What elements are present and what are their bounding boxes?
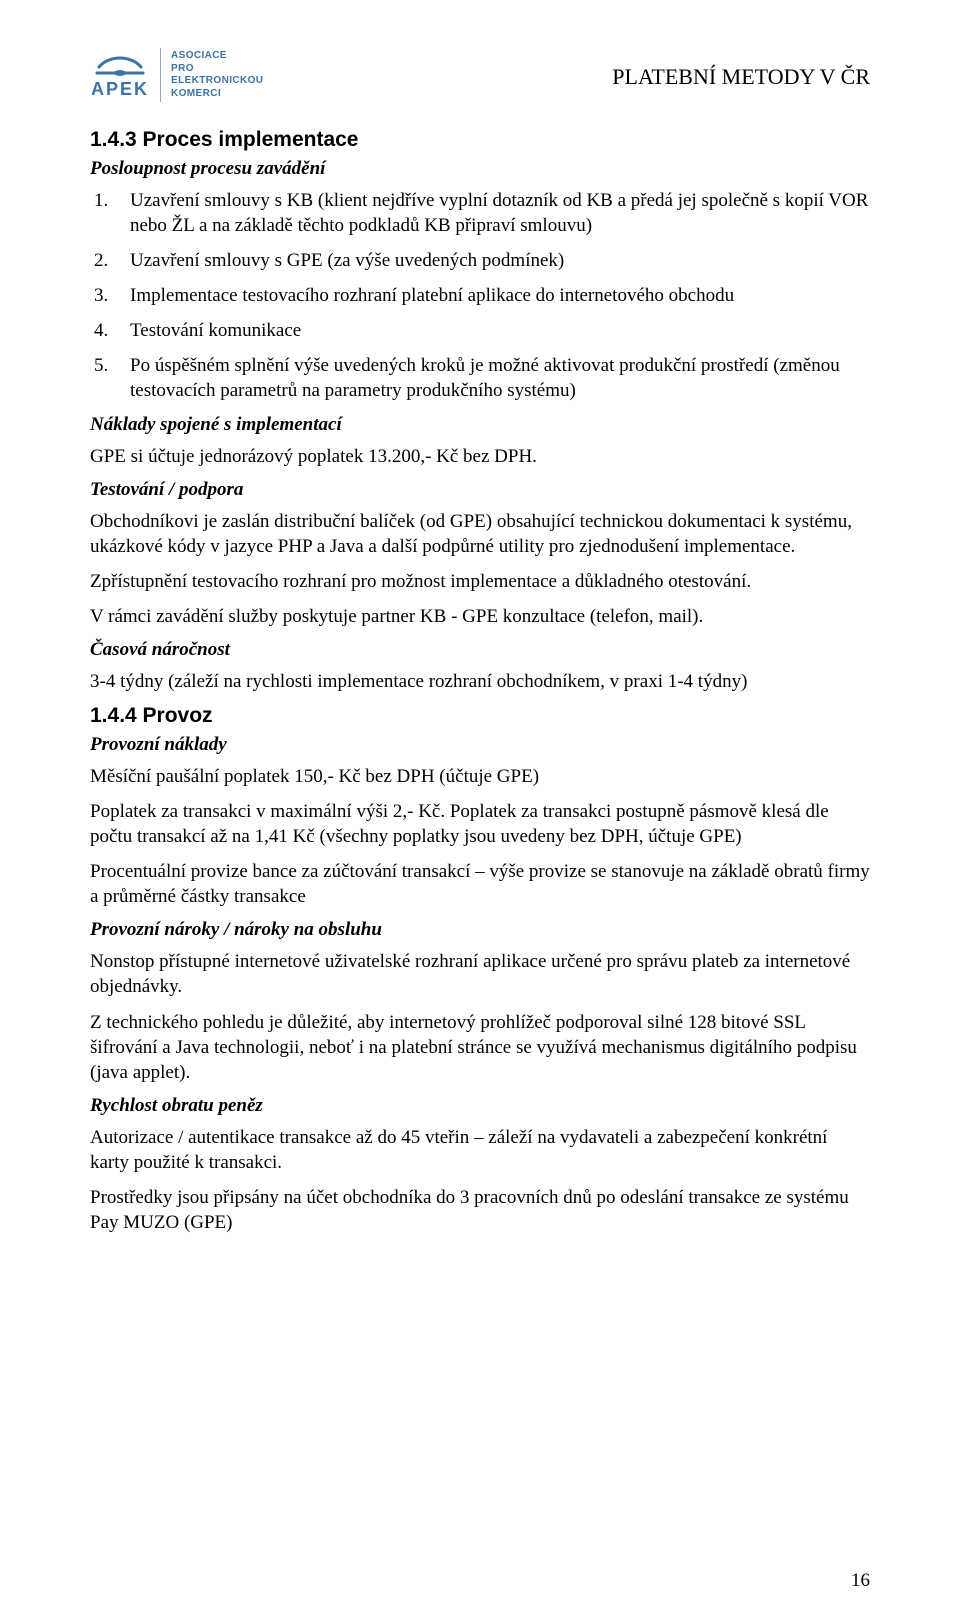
list-item: Testování komunikace bbox=[126, 318, 870, 343]
opdem-p1: Nonstop přístupné internetové uživatelsk… bbox=[90, 949, 870, 999]
logo-acronym: APEK bbox=[91, 79, 149, 100]
opdem-p2: Z technického pohledu je důležité, aby i… bbox=[90, 1010, 870, 1085]
subhead-speed: Rychlost obratu peněz bbox=[90, 1095, 870, 1117]
testing-p3: V rámci zavádění služby poskytuje partne… bbox=[90, 604, 870, 629]
opcost-p1: Měsíční paušální poplatek 150,- Kč bez D… bbox=[90, 764, 870, 789]
time-body: 3-4 týdny (záleží na rychlosti implement… bbox=[90, 669, 870, 694]
logo-line2: PRO bbox=[171, 63, 263, 76]
subhead-costs: Náklady spojené s implementací bbox=[90, 414, 870, 436]
subhead-opcost: Provozní náklady bbox=[90, 734, 870, 756]
logo-line3: ELEKTRONICKOU bbox=[171, 75, 263, 88]
page-header-title: PLATEBNÍ METODY V ČR bbox=[612, 64, 870, 90]
section-144-heading: 1.4.4 Provoz bbox=[90, 704, 870, 728]
logo-divider bbox=[160, 48, 161, 102]
opcost-p2: Poplatek za transakci v maximální výši 2… bbox=[90, 799, 870, 849]
subhead-opdemands: Provozní nároky / nároky na obsluhu bbox=[90, 919, 870, 941]
implementation-steps-list: Uzavření smlouvy s KB (klient nejdříve v… bbox=[90, 188, 870, 404]
subhead-time: Časová náročnost bbox=[90, 639, 870, 661]
subhead-sequence: Posloupnost procesu zavádění bbox=[90, 158, 870, 180]
testing-p2: Zpřístupnění testovacího rozhraní pro mo… bbox=[90, 569, 870, 594]
page-number: 16 bbox=[851, 1570, 870, 1592]
speed-p2: Prostředky jsou připsány na účet obchodn… bbox=[90, 1185, 870, 1235]
subhead-testing: Testování / podpora bbox=[90, 479, 870, 501]
logo-block: APEK ASOCIACE PRO ELEKTRONICKOU KOMERCI bbox=[90, 48, 263, 102]
logo-line1: ASOCIACE bbox=[171, 50, 263, 63]
list-item: Implementace testovacího rozhraní plateb… bbox=[126, 283, 870, 308]
logo-text: ASOCIACE PRO ELEKTRONICKOU KOMERCI bbox=[171, 50, 263, 100]
document-page: APEK ASOCIACE PRO ELEKTRONICKOU KOMERCI … bbox=[0, 0, 960, 1622]
logo-line4: KOMERCI bbox=[171, 88, 263, 101]
list-item: Po úspěšném splnění výše uvedených kroků… bbox=[126, 353, 870, 403]
speed-p1: Autorizace / autentikace transakce až do… bbox=[90, 1125, 870, 1175]
testing-p1: Obchodníkovi je zaslán distribuční balíč… bbox=[90, 509, 870, 559]
section-143-heading: 1.4.3 Proces implementace bbox=[90, 128, 870, 152]
logo-swoosh-icon bbox=[95, 51, 145, 77]
header-row: APEK ASOCIACE PRO ELEKTRONICKOU KOMERCI … bbox=[90, 48, 870, 102]
list-item: Uzavření smlouvy s KB (klient nejdříve v… bbox=[126, 188, 870, 238]
cost-body: GPE si účtuje jednorázový poplatek 13.20… bbox=[90, 444, 870, 469]
list-item: Uzavření smlouvy s GPE (za výše uvedenýc… bbox=[126, 248, 870, 273]
opcost-p3: Procentuální provize bance za zúčtování … bbox=[90, 859, 870, 909]
logo-mark: APEK bbox=[90, 49, 150, 101]
